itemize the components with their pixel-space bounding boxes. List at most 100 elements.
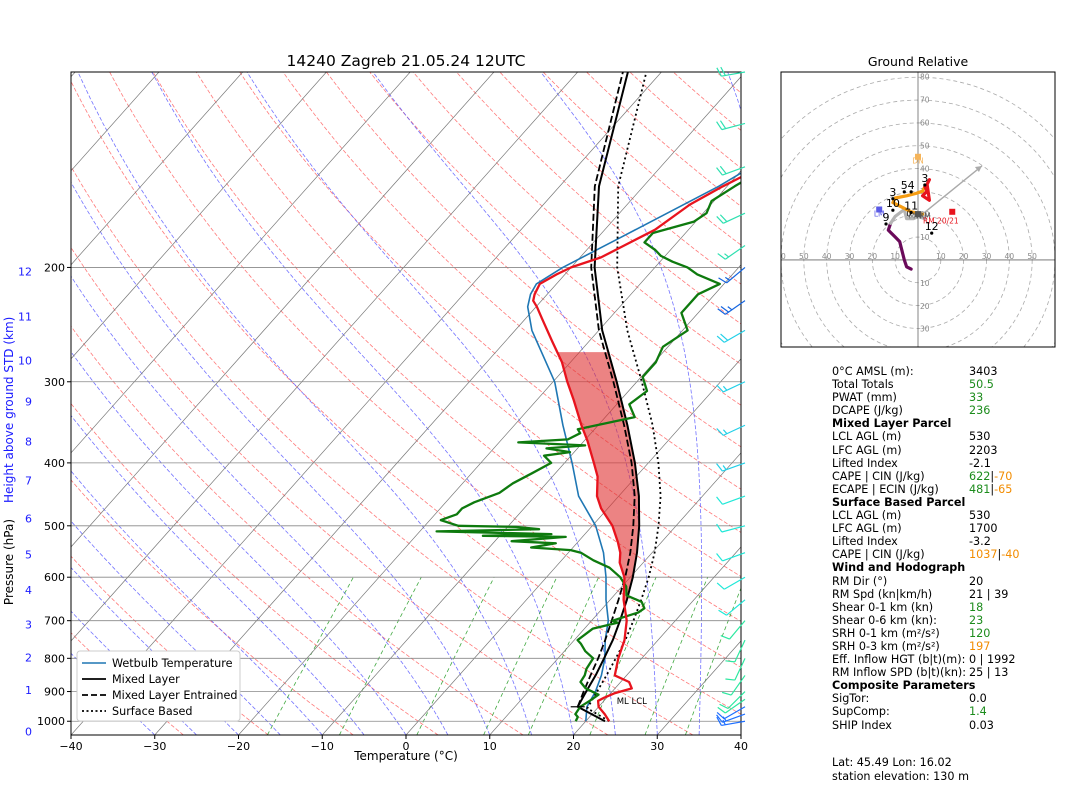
stat-value: 1037 [969,548,998,562]
hodo-marker-label: RM [919,212,931,221]
wind-barb [716,462,746,472]
legend-label-mixed-layer-entrained: Mixed Layer Entrained [112,689,238,702]
stat-row: Eff. Inflow HGT (b|t)(m): 0 | 1992 [832,653,1032,666]
isotherm [238,170,741,735]
height-tick-label: 3 [25,618,32,631]
x-tick-label: −30 [143,740,166,753]
stat-value: -2.1 [969,456,991,470]
stat-label: PWAT (mm) [832,391,897,405]
height-tick-label: 12 [18,266,32,279]
stat-row: Shear 0-1 km (kn) 18 [832,601,1032,614]
ml-lcl-label: ML LCL [617,697,647,707]
stat-label: SHIP Index [832,718,892,732]
stat-label: SRH 0-1 km (m²/s²) [832,626,940,640]
wind-barb-staff [722,552,746,562]
stat-value: 197 [969,639,991,653]
wind-barb-flag [716,167,723,176]
wind-barb [716,120,746,131]
height-tick-label: 6 [25,512,32,525]
stat-label: RM Dir (°) [832,574,888,588]
wind-barb-staff [727,691,746,709]
isotherm [573,546,741,735]
hodo-y-label: 10 [920,279,930,288]
p-tick-label: 400 [44,457,65,470]
legend-label-wetbulb: Wetbulb Temperature [112,657,233,670]
stat-label: SigTor: [832,692,870,706]
stat-value-secondary: -70 [994,469,1013,483]
parameters-table: 0°C AMSL (m): 3403 Total Totals 50.5 PWAT (m… [832,365,1032,732]
hodo-marker-rm [915,211,921,218]
mixing-ratio-line [267,577,354,735]
stat-value: 1700 [969,522,998,536]
stat-label: Eff. Inflow HGT (b|t)(m): [832,653,966,667]
x-tick-label: −40 [59,740,82,753]
stat-row: LFC AGL (m) 2203 [832,444,1032,457]
y-axis-label-pressure: Pressure (hPa) [2,519,16,605]
hodo-y-label: 40 [920,164,930,173]
wind-barb-staff [722,495,746,505]
wind-barb-flag [716,463,723,472]
wind-barb [716,523,746,533]
wind-barb-staff [721,525,746,533]
stat-value: 1.4 [969,705,987,719]
wind-barb [716,329,746,343]
hodo-height-label: 11 [904,200,918,213]
legend-label-mixed-layer: Mixed Layer [112,673,180,686]
series-dewpoint [435,181,741,722]
wind-barb-flag [718,277,727,284]
wind-barb-flag [716,384,724,393]
stat-row: Lifted Index -3.2 [832,535,1032,548]
station-elevation: station elevation: 130 m [832,769,969,783]
isotherm [71,72,495,548]
figure-title: 14240 Zagreb 21.05.24 12UTC [287,52,526,70]
isotherm [71,72,662,735]
isotherm [71,72,327,360]
series-mixed-layer-entrained [576,72,636,708]
height-tick-label: 7 [25,475,32,488]
wind-barb [716,212,746,224]
hodo-marker-dn [915,153,921,160]
dry-adiabat [71,80,741,715]
wind-barb-flag [725,678,735,681]
wind-barb [717,698,746,714]
composite-header: Composite Parameters [832,679,976,693]
hodo-height-dot [902,190,906,194]
stat-value-secondary: -40 [1001,548,1020,562]
hodo-marker-lm [876,206,883,213]
wind-barb [719,691,746,710]
height-tick-label: 11 [18,310,32,323]
hodo-y-label: 20 [920,302,930,311]
isotherm [71,72,411,454]
hodograph-frame [780,71,1056,348]
stat-value: 622 [969,469,991,483]
stat-value: 0.0 [969,692,987,706]
wind-barb [720,620,746,640]
isotherm [489,452,741,735]
wind-barb-flag [716,716,722,726]
dry-adiabat [71,325,524,735]
hodo-marker-label: MW [909,212,923,221]
wind-barb-flag [717,308,726,315]
stat-value: 33 [969,391,984,405]
mixing-ratio-line [339,577,422,735]
stat-separator: | [990,482,995,496]
dry-adiabat [71,165,694,735]
wind-barb-staff [726,599,746,616]
skewt-axes: ML LCL−40 −30 −20 −10 0 10 20 30 401000900800700… [2,71,748,763]
hodo-height-label: 3 [921,172,928,185]
moist-adiabat [151,72,574,735]
surface-based-header: Surface Based Parcel [832,495,966,509]
stat-row: Total Totals 50.5 [832,378,1032,391]
wind-barb [716,66,746,77]
wind-barb [717,300,746,315]
hodo-title: Ground Relative [868,54,969,69]
hodo-y-label: 80 [920,73,930,82]
hodo-segment [921,178,931,202]
mixing-ratio-line [416,577,495,735]
stat-row: RM Spd (kn|km/h) 21 | 39 [832,588,1032,601]
wind-barb [718,599,746,616]
wind-barb-flag [716,496,723,505]
dry-adiabat [326,72,741,448]
moist-adiabat [71,181,491,735]
